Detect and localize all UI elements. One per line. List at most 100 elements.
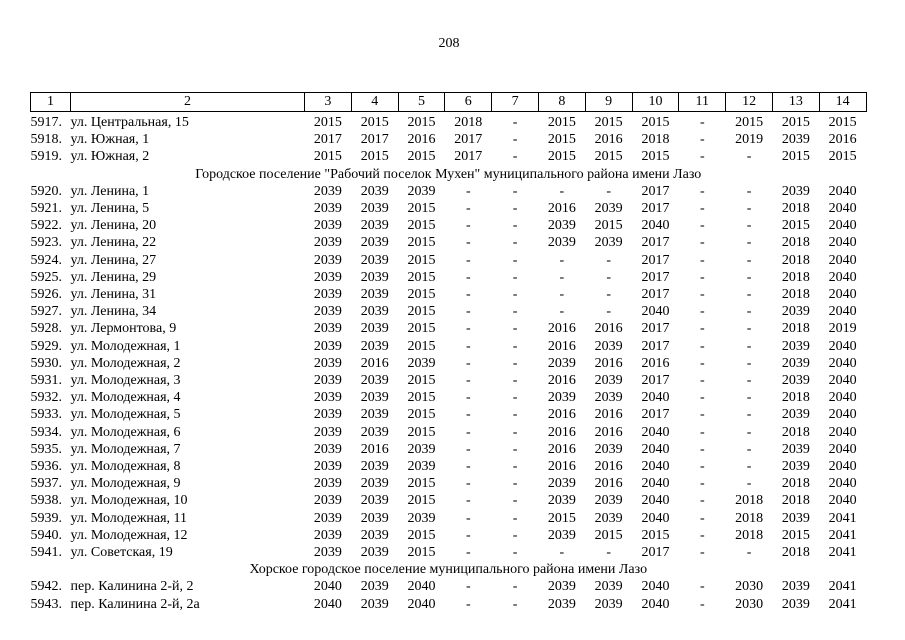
year-cell: 2039 bbox=[360, 493, 389, 509]
year-cell: - bbox=[746, 304, 752, 320]
year-cell: 2040 bbox=[828, 424, 857, 440]
year-cell: 2039 bbox=[313, 493, 342, 509]
year-cell: 2015 bbox=[781, 527, 810, 543]
table-row: 5920. ул. Ленина, 1 2039 2039 2039 - - - - 2017 - -… bbox=[31, 183, 867, 200]
year-cell: 2040 bbox=[641, 459, 670, 475]
row-address: ул. Молодежная, 11 bbox=[70, 510, 188, 526]
row-number: 5923. bbox=[30, 235, 63, 251]
year-cell: 2040 bbox=[641, 579, 670, 595]
year-cell: 2039 bbox=[781, 441, 810, 457]
year-cell: 2015 bbox=[407, 373, 436, 389]
year-cell: - bbox=[465, 510, 471, 526]
table-row: 5919. ул. Южная, 2 2015 2015 2015 2017 - 2015 20… bbox=[31, 148, 867, 165]
row-address: ул. Молодежная, 5 bbox=[70, 407, 181, 423]
row-number: 5921. bbox=[30, 201, 63, 217]
table-row: 5922. ул. Ленина, 20 2039 2039 2015 - - 2039 201… bbox=[31, 217, 867, 234]
year-cell: - bbox=[559, 545, 565, 561]
year-cell: 2017 bbox=[641, 235, 670, 251]
year-cell: - bbox=[699, 149, 705, 165]
row-number: 5932. bbox=[30, 390, 63, 406]
year-cell: - bbox=[746, 355, 752, 371]
year-cell: - bbox=[512, 269, 518, 285]
row-address: ул. Молодежная, 8 bbox=[70, 459, 181, 475]
year-cell: 2039 bbox=[313, 407, 342, 423]
row-address: ул. Лермонтова, 9 bbox=[70, 321, 177, 337]
year-cell: 2016 bbox=[547, 321, 576, 337]
year-cell: 2039 bbox=[360, 304, 389, 320]
table-row: 5918. ул. Южная, 1 2017 2017 2016 2017 - 2015 20… bbox=[31, 131, 867, 148]
row-number: 5940. bbox=[30, 527, 63, 543]
row-number: 5939. bbox=[30, 510, 63, 526]
year-cell: 2039 bbox=[781, 338, 810, 354]
year-cell: 2040 bbox=[313, 579, 342, 595]
year-cell: 2039 bbox=[547, 355, 576, 371]
row-address: ул. Молодежная, 3 bbox=[70, 373, 181, 389]
column-header: 2 bbox=[70, 92, 305, 112]
year-cell: - bbox=[699, 321, 705, 337]
year-cell: 2039 bbox=[313, 218, 342, 234]
row-number: 5942. bbox=[30, 579, 63, 595]
year-cell: - bbox=[746, 149, 752, 165]
year-cell: 2018 bbox=[781, 287, 810, 303]
year-cell: 2015 bbox=[407, 407, 436, 423]
year-cell: - bbox=[699, 304, 705, 320]
section-header: Хорское городское поселение муниципально… bbox=[249, 562, 648, 578]
year-cell: - bbox=[699, 493, 705, 509]
year-cell: - bbox=[512, 338, 518, 354]
year-cell: - bbox=[699, 201, 705, 217]
year-cell: 2039 bbox=[313, 476, 342, 492]
year-cell: 2017 bbox=[641, 183, 670, 199]
year-cell: - bbox=[512, 390, 518, 406]
year-cell: 2040 bbox=[407, 596, 436, 612]
row-address: ул. Ленина, 31 bbox=[70, 287, 157, 303]
year-cell: 2018 bbox=[735, 510, 764, 526]
year-cell: - bbox=[746, 269, 752, 285]
year-cell: 2039 bbox=[313, 183, 342, 199]
year-cell: 2040 bbox=[828, 441, 857, 457]
year-cell: 2016 bbox=[547, 407, 576, 423]
year-cell: 2015 bbox=[407, 527, 436, 543]
year-cell: 2018 bbox=[781, 390, 810, 406]
year-cell: 2041 bbox=[828, 579, 857, 595]
year-cell: 2015 bbox=[313, 149, 342, 165]
year-cell: - bbox=[512, 527, 518, 543]
year-cell: - bbox=[746, 218, 752, 234]
year-cell: 2039 bbox=[594, 373, 623, 389]
year-cell: - bbox=[465, 579, 471, 595]
year-cell: 2015 bbox=[407, 338, 436, 354]
year-cell: 2039 bbox=[781, 579, 810, 595]
year-cell: - bbox=[465, 459, 471, 475]
table-row: 5917. ул. Центральная, 15 2015 2015 2015 2018… bbox=[31, 112, 867, 132]
year-cell: 2039 bbox=[360, 201, 389, 217]
year-cell: - bbox=[746, 545, 752, 561]
row-number: 5931. bbox=[30, 373, 63, 389]
year-cell: - bbox=[559, 304, 565, 320]
year-cell: 2018 bbox=[641, 132, 670, 148]
year-cell: 2040 bbox=[641, 510, 670, 526]
row-address: ул. Ленина, 27 bbox=[70, 252, 157, 268]
year-cell: 2015 bbox=[641, 149, 670, 165]
year-cell: 2015 bbox=[407, 476, 436, 492]
year-cell: 2030 bbox=[735, 596, 764, 612]
year-cell: 2016 bbox=[547, 459, 576, 475]
year-cell: 2039 bbox=[313, 304, 342, 320]
year-cell: - bbox=[465, 373, 471, 389]
year-cell: 2040 bbox=[641, 390, 670, 406]
year-cell: 2039 bbox=[360, 596, 389, 612]
year-cell: 2039 bbox=[313, 390, 342, 406]
year-cell: 2039 bbox=[313, 527, 342, 543]
year-cell: 2040 bbox=[828, 476, 857, 492]
row-number: 5928. bbox=[30, 321, 63, 337]
year-cell: 2016 bbox=[594, 476, 623, 492]
year-cell: - bbox=[699, 459, 705, 475]
year-cell: 2016 bbox=[594, 407, 623, 423]
year-cell: 2016 bbox=[407, 132, 436, 148]
year-cell: - bbox=[699, 545, 705, 561]
year-cell: 2039 bbox=[360, 287, 389, 303]
year-cell: 2015 bbox=[407, 218, 436, 234]
table-row: 5942. пер. Калинина 2-й, 2 2040 2039 2040 - - 2… bbox=[31, 578, 867, 595]
year-cell: 2039 bbox=[781, 355, 810, 371]
table-row: 5929. ул. Молодежная, 1 2039 2039 2015 - - 2016… bbox=[31, 338, 867, 355]
row-address: ул. Молодежная, 12 bbox=[70, 527, 188, 543]
row-number: 5924. bbox=[30, 252, 63, 268]
